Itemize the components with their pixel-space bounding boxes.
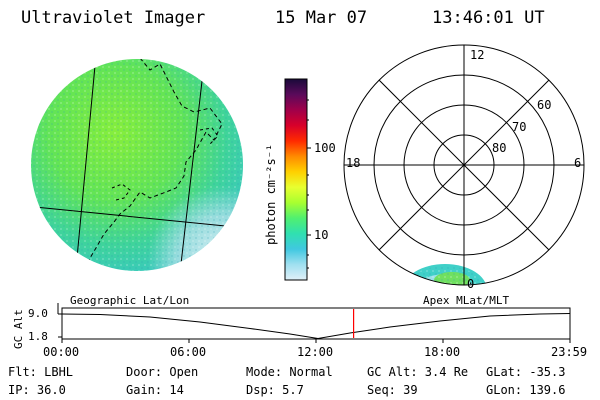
x-tick-label: 23:59 (551, 345, 588, 359)
app-title: Ultraviolet Imager (21, 8, 206, 28)
geo-meridian-line (73, 59, 97, 271)
mlt-label-12: 12 (470, 48, 485, 62)
mlat-label-60: 60 (537, 98, 552, 112)
coastline (199, 127, 219, 145)
polar-spoke (378, 79, 550, 251)
y-tick-label: 1.8 (28, 330, 48, 343)
status-filter: Flt: LBHL (8, 365, 74, 379)
date-label: 15 Mar 07 (275, 8, 368, 28)
mlt-label-0: 0 (467, 277, 475, 291)
colorbar (284, 78, 311, 281)
status-gc-alt: GC Alt: 3.4 Re (367, 365, 469, 379)
geo-parallel-line (31, 204, 243, 229)
status-gain: Gain: 14 (126, 383, 184, 397)
geo-disk-image (31, 59, 243, 271)
mlt-label-18: 18 (346, 156, 361, 170)
timeline-y-axis-label: GC Alt (12, 309, 25, 349)
geo-panel-label: Geographic Lat/Lon (70, 294, 190, 307)
mlat-label-80: 80 (492, 141, 507, 155)
status-glat: GLat: -35.3 (486, 365, 566, 379)
time-label: 13:46:01 UT (432, 8, 545, 28)
mlt-label-6: 6 (574, 156, 582, 170)
geo-meridian-line (177, 59, 206, 271)
altitude-curve (61, 313, 571, 340)
x-tick-label: 06:00 (170, 345, 207, 359)
colorbar-tick-label: 10 (314, 228, 329, 242)
timeline-frame (61, 307, 571, 340)
colorbar-unit-label: photon cm⁻²s⁻¹ (264, 143, 278, 245)
x-tick-label: 18:00 (424, 345, 461, 359)
polar-plot (343, 44, 585, 286)
status-dsp: Dsp: 5.7 (246, 383, 304, 397)
x-tick-label: 12:00 (297, 345, 334, 359)
status-door: Door: Open (126, 365, 199, 379)
mlat-label-70: 70 (512, 120, 527, 134)
status-glon: GLon: 139.6 (486, 383, 566, 397)
x-tick-label: 00:00 (43, 345, 80, 359)
coastline (85, 59, 223, 269)
status-mode: Mode: Normal (246, 365, 333, 379)
colorbar-tick-label: 100 (314, 141, 336, 155)
timeline-plot (57, 303, 571, 343)
status-seq: Seq: 39 (367, 383, 418, 397)
y-tick-label: 9.0 (28, 307, 48, 320)
status-ip: IP: 36.0 (8, 383, 66, 397)
coastline (111, 183, 131, 201)
polar-panel-label: Apex MLat/MLT (423, 294, 510, 307)
